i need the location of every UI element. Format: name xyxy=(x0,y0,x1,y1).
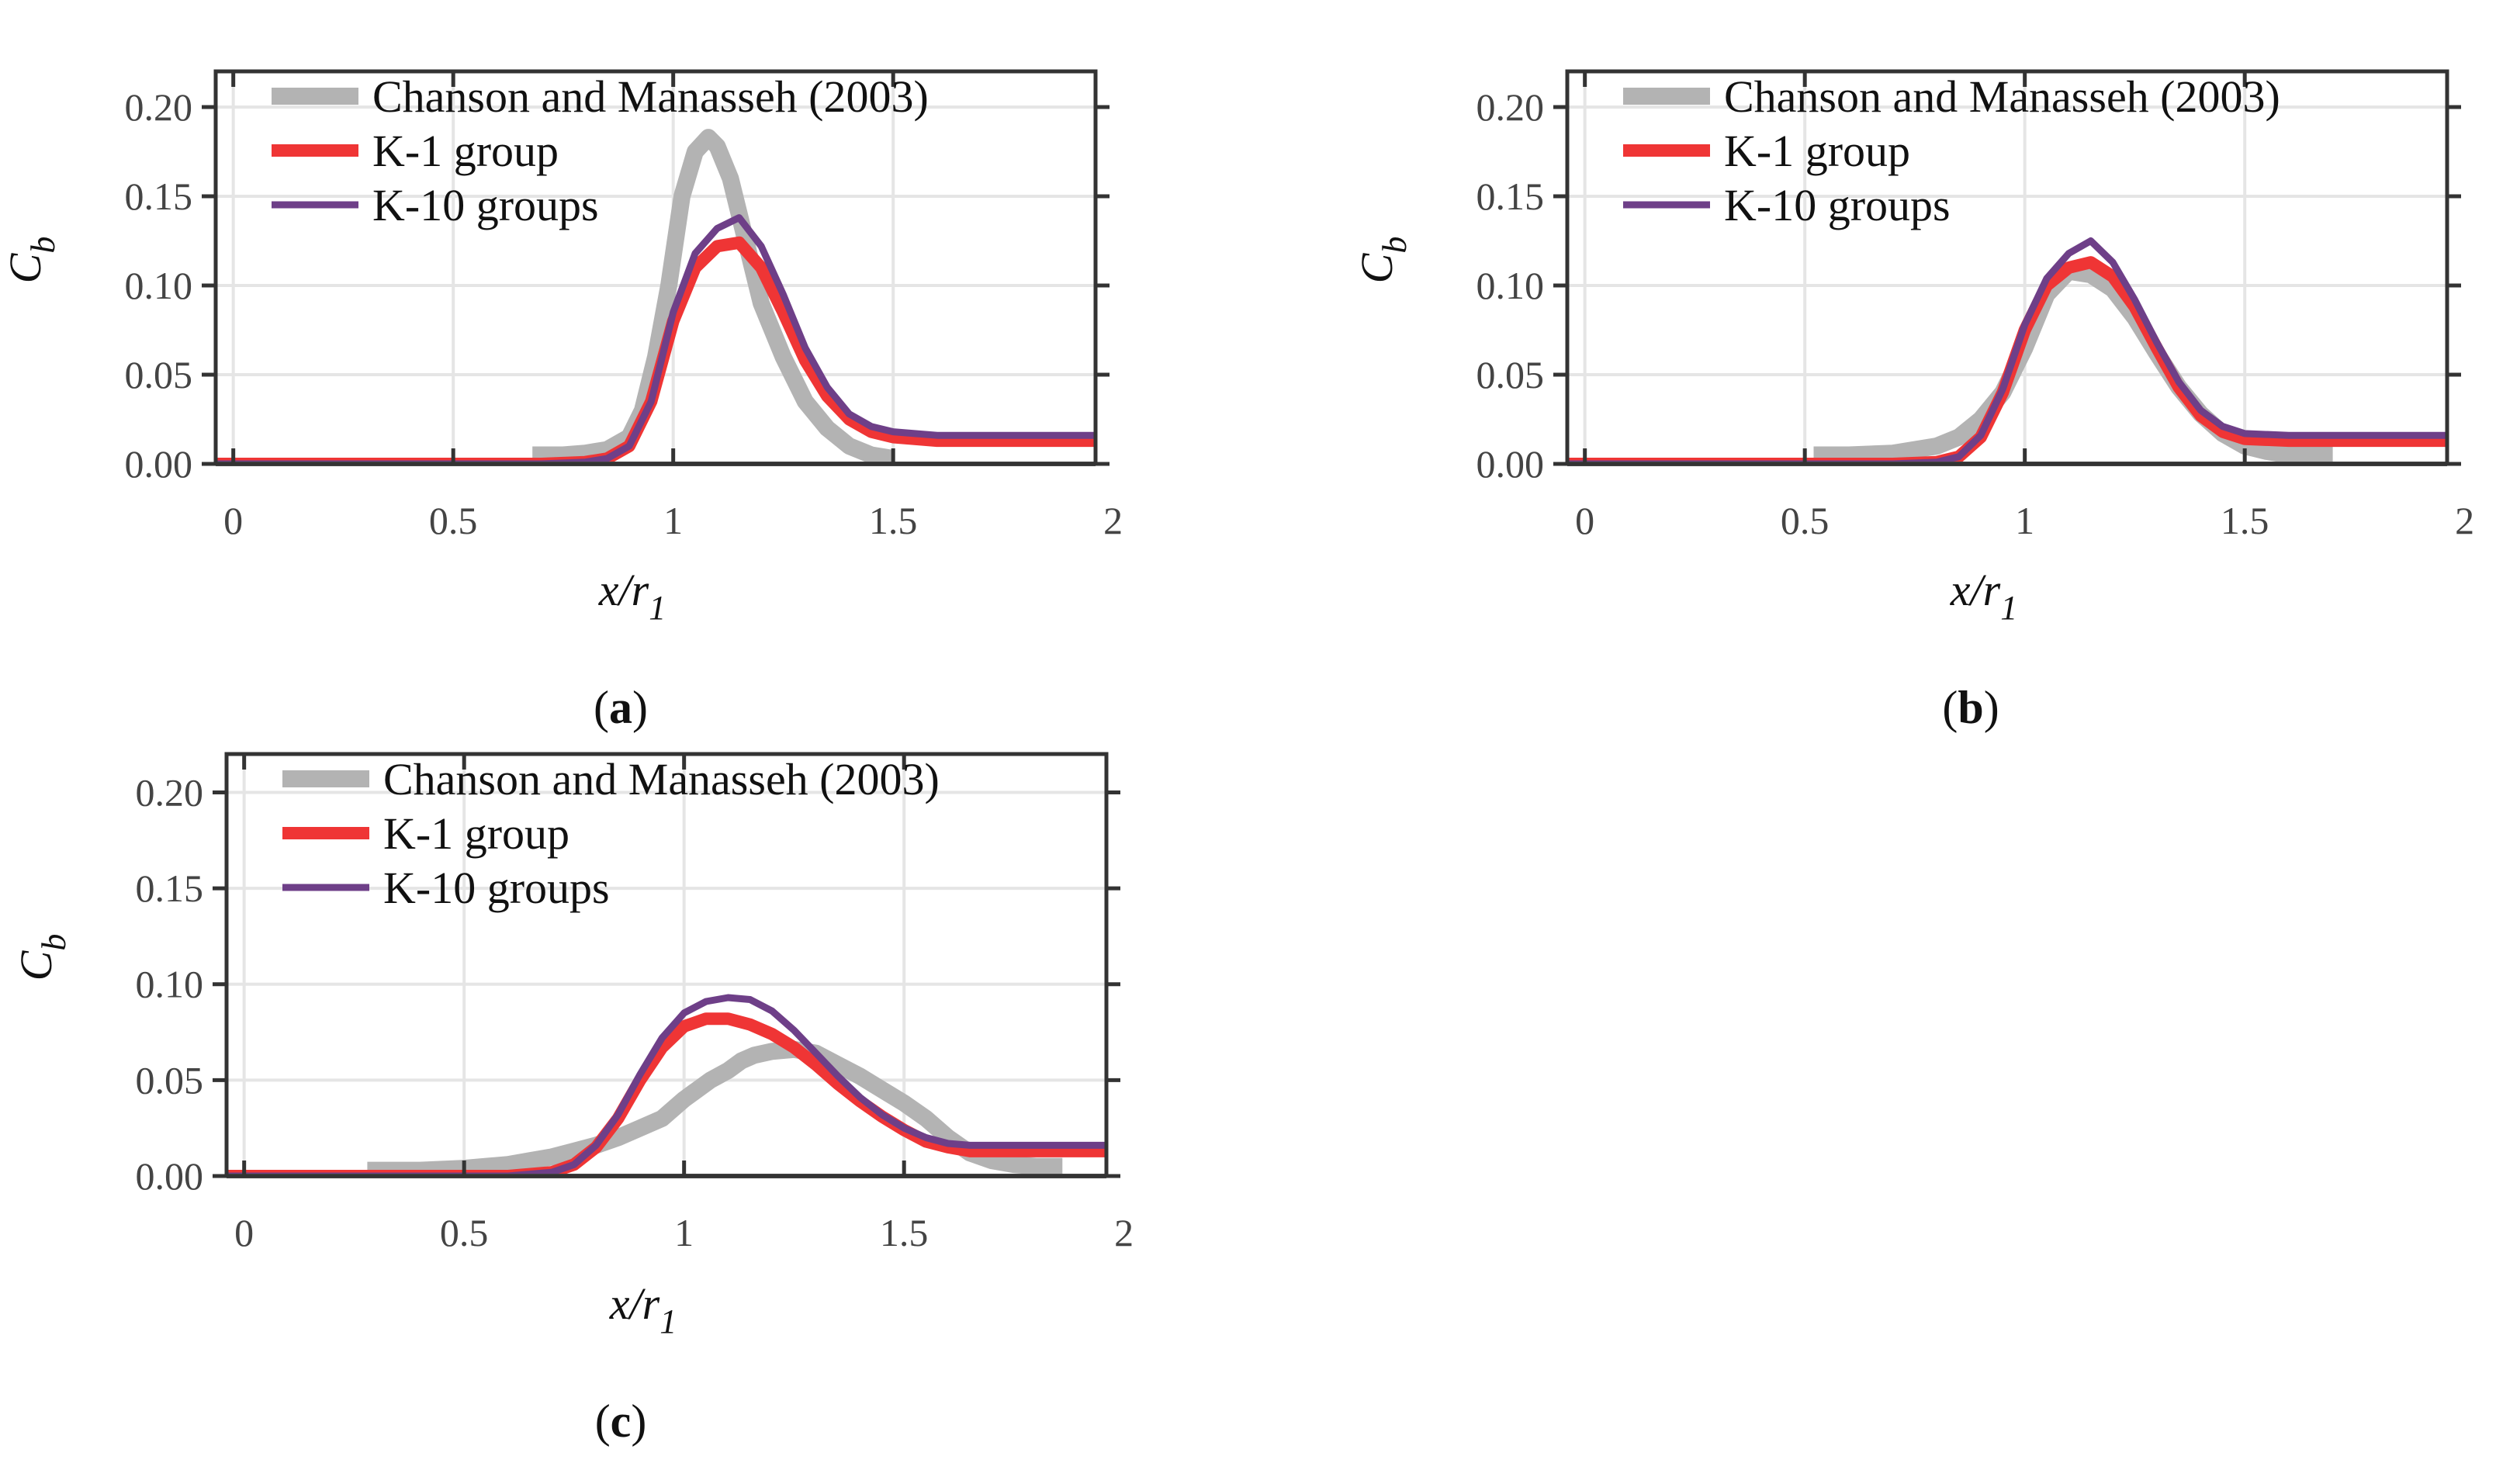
caption-letter: b xyxy=(1958,682,1983,733)
legend: Chanson and Manasseh (2003)K-1 groupK-10… xyxy=(1623,71,2280,230)
caption-close: ) xyxy=(1984,682,1999,733)
y-axis-label-sub: b xyxy=(35,934,73,951)
x-tick-label: 0.5 xyxy=(1781,499,1830,542)
x-tick-label: 1 xyxy=(663,499,683,542)
y-tick-label: 0.15 xyxy=(136,867,204,910)
x-axis-label-main: x/r xyxy=(609,1278,660,1329)
y-axis-label-main: C xyxy=(0,252,50,283)
y-tick-label: 0.20 xyxy=(1476,85,1545,129)
legend-label: K-10 groups xyxy=(383,863,610,913)
x-axis-label: x/r1 xyxy=(1950,565,2017,627)
caption-close: ) xyxy=(631,1396,646,1447)
x-tick-label: 2 xyxy=(1103,499,1123,542)
x-tick-label: 2 xyxy=(2455,499,2474,542)
x-tick-label: 1 xyxy=(674,1211,694,1254)
x-axis-label-main: x/r xyxy=(1950,565,2001,615)
x-tick-label: 1 xyxy=(2015,499,2034,542)
y-tick-label: 0.20 xyxy=(136,770,204,814)
series-line-k-10-groups xyxy=(1567,237,2447,464)
y-axis-label: Cb xyxy=(1352,237,1414,284)
panel-caption: (c) xyxy=(595,1396,647,1447)
legend: Chanson and Manasseh (2003)K-1 groupK-10… xyxy=(282,754,940,913)
series-line-k-10-groups xyxy=(216,214,1096,464)
x-tick-label: 0 xyxy=(1575,499,1594,542)
x-axis-label-sub: 1 xyxy=(659,1302,677,1340)
x-axis-label: x/r1 xyxy=(609,1278,677,1340)
legend-label: K-10 groups xyxy=(1724,180,1951,230)
y-axis-label-main: C xyxy=(1352,252,1402,283)
legend-label: K-1 group xyxy=(372,126,559,176)
panel-a: 0 0.5 1 1.5 20.000.050.100.150.20x/r1CbChans… xyxy=(0,69,1123,733)
y-tick-label: 0.00 xyxy=(1476,442,1545,486)
panel-b: 0 0.5 1 1.5 20.000.050.100.150.20x/r1CbChans… xyxy=(1352,69,2474,733)
series-line-chanson-and-manasseh-2003 xyxy=(1813,262,2333,464)
x-tick-label: 0 xyxy=(234,1211,254,1254)
series-lines xyxy=(1567,237,2447,464)
series-lines xyxy=(227,994,1106,1176)
legend-label: Chanson and Manasseh (2003) xyxy=(1724,71,2280,122)
legend: Chanson and Manasseh (2003)K-1 groupK-10… xyxy=(272,71,929,230)
x-axis-label-main: x/r xyxy=(598,565,649,615)
series-line-chanson-and-manasseh-2003 xyxy=(367,1040,1063,1176)
x-axis-label-sub: 1 xyxy=(649,589,666,627)
y-tick-label: 0.05 xyxy=(1476,353,1545,396)
plot-frame xyxy=(213,69,1098,466)
caption-letter: a xyxy=(609,682,632,733)
panel-c: 0 0.5 1 1.5 20.000.050.100.150.20x/r1CbChans… xyxy=(11,752,1134,1447)
plot-frame xyxy=(224,752,1109,1178)
x-tick-label: 1.5 xyxy=(2221,499,2269,542)
x-axis-label-sub: 1 xyxy=(2000,589,2017,627)
series-line-chanson-and-manasseh-2003 xyxy=(532,129,895,464)
plot-frame xyxy=(1565,69,2449,466)
x-tick-label: 1.5 xyxy=(880,1211,929,1254)
legend-label: K-10 groups xyxy=(372,180,599,230)
y-axis-label: Cb xyxy=(0,237,62,284)
y-tick-label: 0.05 xyxy=(125,353,193,396)
y-axis-label-main: C xyxy=(11,950,61,981)
y-axis-label-sub: b xyxy=(24,237,62,254)
series-lines xyxy=(216,129,1096,464)
y-tick-label: 0.15 xyxy=(1476,175,1545,218)
panel-caption: (b) xyxy=(1942,682,1999,733)
caption-open: ( xyxy=(595,1396,611,1447)
y-tick-label: 0.15 xyxy=(125,175,193,218)
y-tick-label: 0.10 xyxy=(136,963,204,1006)
x-tick-label: 2 xyxy=(1114,1211,1134,1254)
y-tick-label: 0.05 xyxy=(136,1058,204,1102)
y-axis-label: Cb xyxy=(11,934,73,981)
legend-label: Chanson and Manasseh (2003) xyxy=(372,71,929,122)
x-tick-label: 0 xyxy=(223,499,243,542)
y-tick-label: 0.00 xyxy=(136,1154,204,1198)
series-line-k-1-group xyxy=(227,1012,1106,1176)
y-tick-label: 0.10 xyxy=(1476,264,1545,307)
caption-open: ( xyxy=(594,682,609,733)
legend-label: Chanson and Manasseh (2003) xyxy=(383,754,940,804)
x-tick-label: 0.5 xyxy=(440,1211,489,1254)
caption-open: ( xyxy=(1942,682,1958,733)
caption-close: ) xyxy=(632,682,648,733)
y-tick-label: 0.10 xyxy=(125,264,193,307)
y-axis-label-sub: b xyxy=(1376,237,1414,254)
x-tick-label: 1.5 xyxy=(869,499,918,542)
x-tick-label: 0.5 xyxy=(429,499,478,542)
y-tick-label: 0.20 xyxy=(125,85,193,129)
y-tick-label: 0.00 xyxy=(125,442,193,486)
legend-label: K-1 group xyxy=(1724,126,1910,176)
series-line-k-10-groups xyxy=(227,994,1106,1176)
x-axis-label: x/r1 xyxy=(598,565,666,627)
caption-letter: c xyxy=(611,1396,632,1447)
legend-label: K-1 group xyxy=(383,808,569,859)
panel-caption: (a) xyxy=(594,682,648,733)
